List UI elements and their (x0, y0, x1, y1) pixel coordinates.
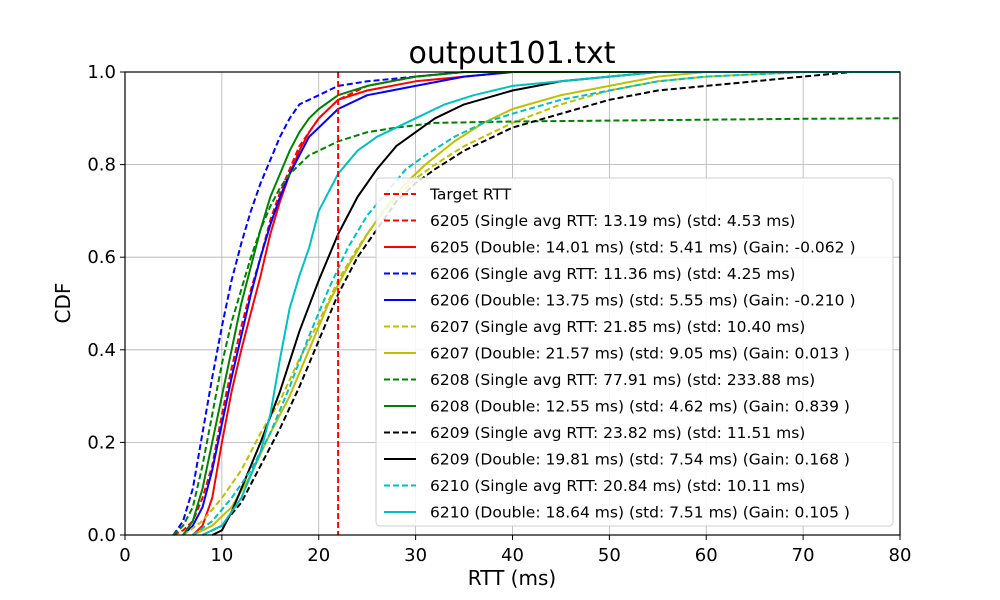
y-tick-label: 0.4 (87, 340, 116, 361)
x-tick-label: 60 (695, 545, 718, 566)
y-axis-label: CDF (51, 283, 75, 324)
series-line-3 (182, 71, 900, 536)
legend-label: 6209 (Double: 19.81 ms) (std: 7.54 ms) (… (430, 451, 850, 469)
legend-label: 6205 (Double: 14.01 ms) (std: 5.41 ms) (… (430, 239, 856, 257)
legend-label: 6210 (Single avg RTT: 20.84 ms) (std: 10… (430, 477, 805, 495)
legend-label: 6209 (Single avg RTT: 23.82 ms) (std: 11… (430, 424, 805, 442)
legend-label: 6207 (Double: 21.57 ms) (std: 9.05 ms) (… (430, 345, 850, 363)
x-tick-label: 0 (119, 545, 130, 566)
axis-ticks: 0 10 20 30 40 50 60 70 80 0.0 0.2 0.4 0.6 0.8 1.0 (87, 62, 911, 566)
x-tick-label: 20 (307, 545, 330, 566)
legend-label: 6206 (Single avg RTT: 11.36 ms) (std: 4.… (430, 265, 795, 283)
legend-label: 6208 (Single avg RTT: 77.91 ms) (std: 23… (430, 371, 815, 389)
legend-label: 6210 (Double: 18.64 ms) (std: 7.51 ms) (… (430, 504, 850, 522)
series-line-7 (182, 71, 900, 536)
y-tick-label: 0.8 (87, 155, 116, 176)
legend-label: 6208 (Double: 12.55 ms) (std: 4.62 ms) (… (430, 398, 850, 416)
y-tick-label: 1.0 (87, 62, 116, 83)
x-axis-label: RTT (ms) (468, 566, 556, 590)
series-line-0 (172, 71, 900, 536)
legend-box (375, 177, 894, 527)
x-tick-label: 80 (889, 545, 912, 566)
x-tick-label: 10 (210, 545, 233, 566)
x-tick-label: 50 (598, 545, 621, 566)
x-tick-label: 30 (404, 545, 427, 566)
x-tick-label: 70 (792, 545, 815, 566)
y-tick-label: 0.0 (87, 525, 116, 546)
series-line-6 (172, 117, 901, 536)
chart-title: output101.txt (408, 36, 615, 71)
legend-label: 6206 (Double: 13.75 ms) (std: 5.55 ms) (… (430, 292, 856, 310)
y-tick-label: 0.2 (87, 432, 116, 453)
y-tick-label: 0.6 (87, 247, 116, 268)
legend-label: 6205 (Single avg RTT: 13.19 ms) (std: 4.… (430, 212, 795, 230)
legend-label: 6207 (Single avg RTT: 21.85 ms) (std: 10… (430, 318, 805, 336)
x-tick-label: 40 (501, 545, 524, 566)
legend: Target RTT 6205 (Single avg RTT: 13.19 ms… (375, 177, 894, 527)
legend-label: Target RTT (429, 186, 512, 204)
